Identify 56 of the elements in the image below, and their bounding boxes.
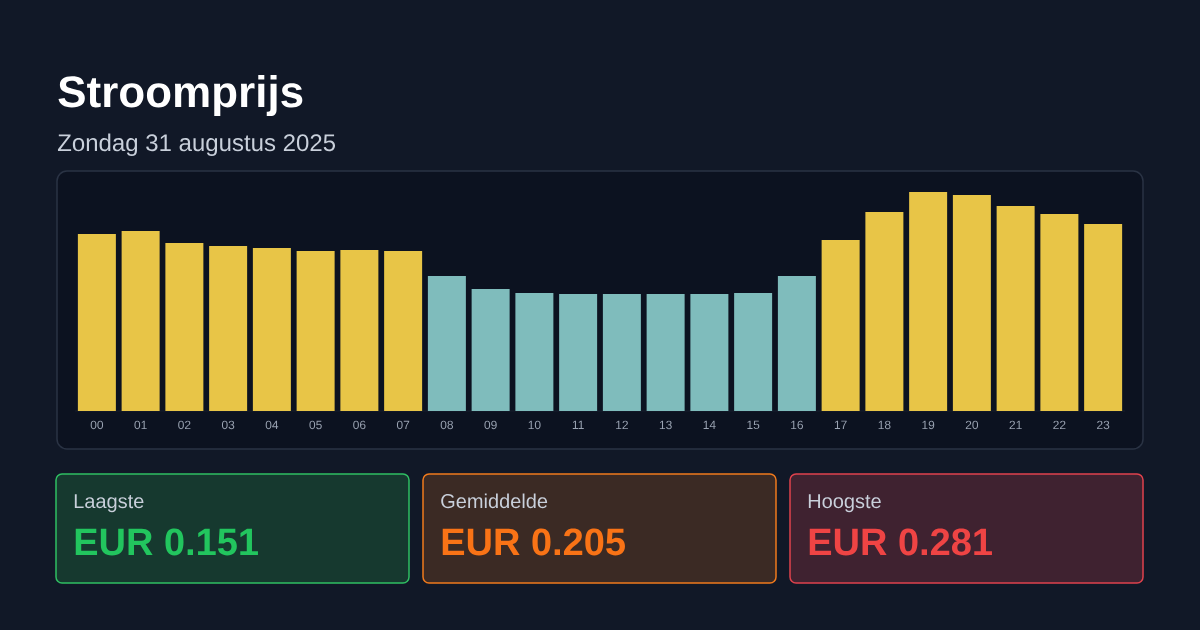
bar (121, 230, 160, 411)
bar (952, 195, 991, 411)
bar (1040, 213, 1079, 411)
x-tick-label: 08 (440, 420, 454, 430)
bar (646, 294, 685, 411)
chart-title: Stroomprijs (58, 75, 303, 117)
x-tick-label: 22 (1053, 420, 1066, 430)
bar (77, 234, 116, 411)
text: Gemiddelde (441, 493, 548, 509)
x-tick-label: 09 (484, 420, 497, 430)
bar (777, 276, 816, 411)
x-tick-label: 14 (703, 420, 716, 429)
bar (252, 248, 291, 411)
bar (471, 289, 510, 411)
bar (515, 292, 554, 411)
text: Laagste (74, 494, 144, 513)
bar (602, 294, 641, 411)
text: EUR 0.205 (442, 528, 625, 556)
x-tick-label: 04 (265, 420, 279, 430)
x-tick-label: 03 (221, 420, 235, 430)
x-tick-label: 10 (528, 420, 541, 430)
bar (209, 246, 248, 411)
text: EUR 0.281 (809, 528, 992, 556)
bar (690, 294, 729, 411)
x-tick-label: 02 (178, 420, 191, 430)
x-tick-label: 07 (396, 420, 410, 430)
x-tick-label: 11 (572, 420, 584, 429)
x-tick-label: 00 (90, 420, 104, 430)
bar (384, 250, 423, 411)
bar (427, 276, 466, 411)
x-tick-label: 06 (353, 420, 366, 430)
x-tick-label: 15 (747, 420, 760, 430)
bar (909, 192, 948, 411)
x-tick-label: 19 (922, 420, 935, 430)
chart-subtitle: Zondag 31 augustus 2025 (57, 133, 336, 156)
bar (821, 239, 860, 411)
x-tick-label: 23 (1097, 420, 1110, 430)
x-tick-label: 18 (878, 420, 891, 430)
text: EUR 0.151 (75, 528, 258, 556)
bar (734, 292, 773, 411)
bar (559, 294, 598, 411)
x-tick-label: 13 (659, 420, 672, 430)
bar (296, 250, 335, 411)
x-tick-label: 01 (134, 420, 147, 430)
x-tick-label: 21 (1009, 420, 1022, 430)
x-tick-label: 12 (616, 420, 628, 430)
bar (1084, 223, 1123, 411)
bar (165, 243, 204, 411)
bar (340, 250, 379, 411)
bar (865, 211, 904, 411)
x-tick-label: 16 (791, 420, 804, 430)
x-tick-label: 20 (965, 420, 979, 430)
x-tick-label: 17 (834, 420, 847, 429)
text: Hoogste (808, 494, 881, 513)
x-tick-label: 05 (309, 420, 322, 430)
bar (996, 206, 1035, 411)
